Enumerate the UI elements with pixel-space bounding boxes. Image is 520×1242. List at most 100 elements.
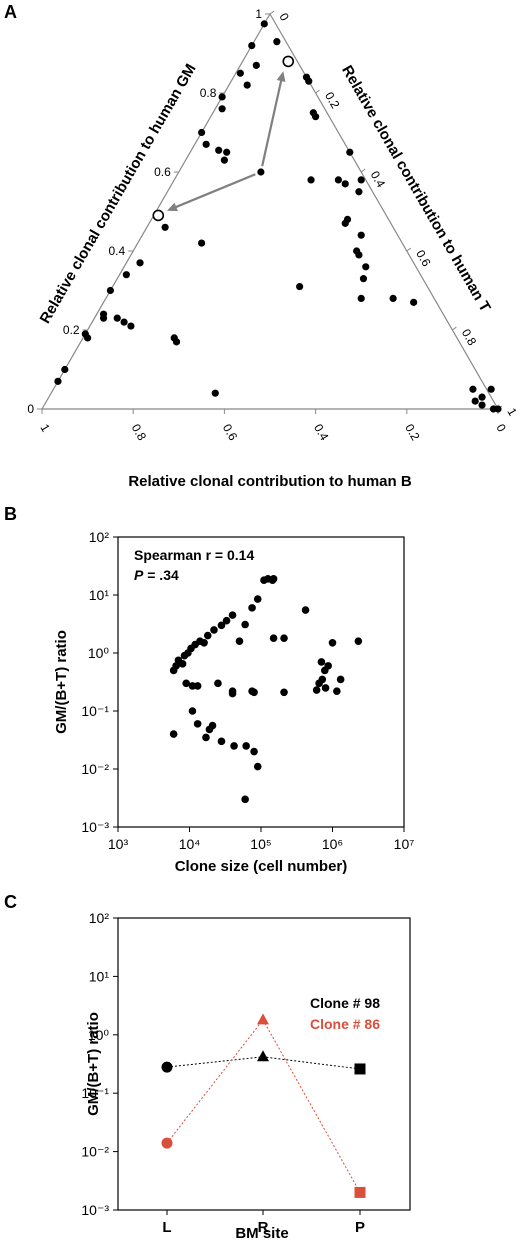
scatter-point [178,660,187,668]
scatter-point [336,675,345,684]
gm-tick-label: 1 [255,7,262,21]
ternary-point [84,334,92,342]
ternary-point [357,231,365,239]
ternary-point [471,397,479,405]
t-tick-mark [360,168,366,173]
b-tick-label: 0 [493,422,509,435]
y-tick-label: 10⁻³ [81,819,109,835]
ternary-point [494,405,502,413]
series-marker-triangle [257,1050,269,1062]
ternary-arrows [166,71,286,212]
ternary-point [334,176,342,184]
ternary-point [341,180,349,188]
scatter-points [169,575,363,804]
scatter-point [333,687,341,695]
scatter-point [301,606,310,614]
panel-c-letter: C [4,892,17,912]
series-marker-circle [161,1061,173,1073]
x-tick-label: L [162,1219,171,1236]
series-marker-triangle [257,1013,269,1025]
y-tick-label: 10⁻¹ [81,1085,109,1101]
t-tick-mark [269,10,275,15]
ternary-point [307,176,315,184]
x-tick-label: R [258,1219,269,1236]
scatter-point [250,747,258,756]
t-tick-label: 0.8 [459,327,480,349]
ternary-point [469,385,477,393]
y-tick-label: 10⁻¹ [81,703,109,719]
t-tick-label: 0.6 [413,248,434,270]
x-tick-label: 10⁶ [322,836,343,852]
ternary-point [273,38,281,46]
t-tick-mark [452,326,457,331]
scatter-ticks: 10³ 10⁴ 10⁵ 10⁶ 10⁷ 10² 10¹ 10⁰ 10⁻¹ 10⁻² 10⁻³ [81,529,414,852]
scatter-point [203,631,212,640]
x-tick-label: 10⁵ [250,836,271,852]
ternary-point [478,393,486,401]
series-marker-circle [161,1137,173,1149]
spearman-annotation: Spearman r = 0.14 [134,547,254,563]
gm-tick-label: 0.2 [63,323,80,337]
scatter-point [269,634,278,642]
ternary-point [218,93,226,101]
x-tick-label: 10⁴ [179,836,201,852]
scatter-point [280,634,288,642]
b-tick-label: 0.4 [311,422,332,444]
ternary-point [257,168,265,176]
scatter-point [248,604,256,612]
scatter-point [228,689,237,698]
x-tick-label: P [355,1219,365,1236]
p-italic: P [134,567,144,583]
panel-b-letter: B [4,504,17,524]
ternary-point [54,377,62,385]
t-tick-label: 0.2 [322,90,343,112]
trajectory-arrow-head [276,71,286,82]
series-marker-square [354,1063,366,1075]
scatter-point [193,682,202,690]
gm-axis-title: Relative clonal contribution to human GM [37,61,200,326]
scatter-point [188,707,197,715]
panel-a-letter: A [4,2,17,22]
ternary-point [127,322,135,330]
ternary-point [106,286,114,295]
scatter-point [317,658,326,666]
b-axis-title: Relative clonal contribution to human B [128,473,412,490]
b-tick-label: 0.8 [129,422,150,444]
line-ticks: 10² 10¹ 10⁰ 10⁻¹ 10⁻² 10⁻³ L R P [81,910,365,1236]
ternary-point [236,69,244,77]
scatter-point [242,742,250,750]
scatter-point [253,762,262,771]
gm-tick-label: 0.4 [109,244,126,258]
t-tick-mark [315,89,320,94]
ternary-point [359,275,368,283]
y-tick-label: 10⁻² [81,761,109,777]
ternary-point [99,314,108,322]
scatter-point [217,621,226,630]
ternary-point [136,259,144,267]
ternary-point [61,365,69,374]
y-tick-label: 10¹ [89,587,110,603]
ternary-point [243,81,251,89]
b-ylabel: GM/(B+T) ratio [53,630,70,734]
scatter-point [320,666,329,675]
ternary-open-point [152,209,165,222]
ternary-point [220,156,228,164]
ternary-point [362,263,370,271]
series-line [166,1018,361,1193]
scatter-point [321,684,330,692]
ternary-point [357,176,365,184]
scatter-point [241,620,249,629]
scatter-point [222,616,231,625]
scatter-point [217,737,226,746]
scatter-point [241,795,249,804]
scatter-point [228,611,237,619]
site-line-plot: 10² 10¹ 10⁰ 10⁻¹ 10⁻² 10⁻³ L R P Clone # 98 Clon… [81,910,411,1242]
scatter-point [193,720,202,728]
gm-tick-label: 0 [27,402,34,416]
ternary-plot: 00.20.40.60.81 00.20.40.60.811 0.8 0.6 0.4 0.… [27,7,520,490]
scatter-point [269,575,278,583]
c-ylabel: GM/(B+T) ratio [85,1012,102,1116]
scatter-point [312,686,321,694]
ternary-point [120,318,128,326]
series-marker-square [354,1186,366,1198]
